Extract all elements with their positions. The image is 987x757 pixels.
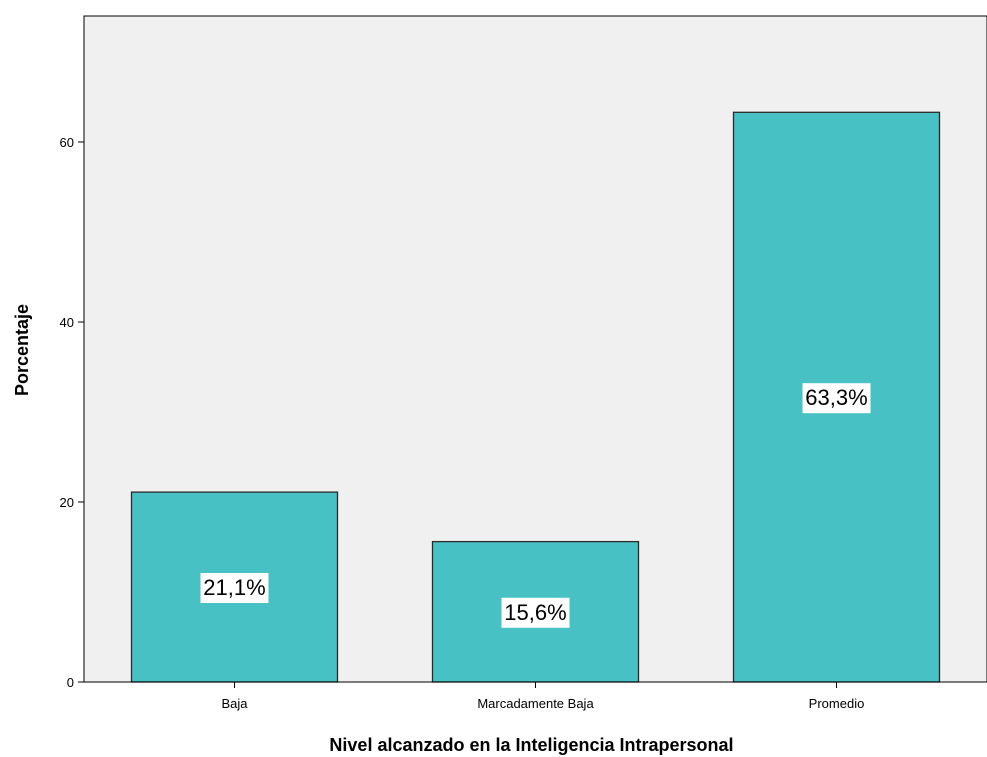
x-tick-label-0: Baja (221, 696, 248, 711)
y-tick-label-60: 60 (60, 135, 74, 150)
x-tick-label-1: Marcadamente Baja (477, 696, 594, 711)
x-axis-title: Nivel alcanzado en la Inteligencia Intra… (329, 735, 733, 755)
y-tick-label-40: 40 (60, 315, 74, 330)
data-label-0: 21,1% (203, 575, 265, 600)
x-axis: Baja Marcadamente Baja Promedio (84, 681, 987, 711)
y-tick-label-0: 0 (67, 675, 74, 690)
data-label-box-0 (200, 573, 269, 603)
x-tick-label-2: Promedio (809, 696, 865, 711)
data-label-box-1 (501, 597, 570, 628)
y-axis: 0 20 40 60 (60, 16, 85, 690)
y-axis-title: Porcentaje (12, 304, 32, 396)
data-label-1: 15,6% (504, 600, 566, 625)
data-label-box-2 (802, 383, 871, 414)
data-label-2: 63,3% (805, 385, 867, 410)
y-tick-label-20: 20 (60, 495, 74, 510)
bars-group: 21,1% 15,6% 63,3% (130, 111, 941, 683)
